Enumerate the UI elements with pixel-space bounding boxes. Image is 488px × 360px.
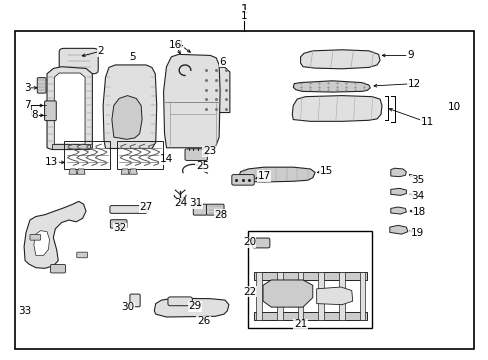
Bar: [318, 272, 324, 320]
Polygon shape: [121, 169, 129, 174]
Text: 12: 12: [407, 78, 420, 89]
Text: 32: 32: [113, 223, 126, 233]
Text: 4: 4: [177, 40, 183, 50]
Text: 13: 13: [45, 157, 59, 167]
Text: 21: 21: [293, 319, 306, 329]
Polygon shape: [292, 96, 381, 121]
FancyBboxPatch shape: [206, 204, 224, 215]
Text: 31: 31: [189, 198, 202, 208]
Text: 35: 35: [410, 175, 424, 185]
Bar: [338, 272, 344, 320]
Text: 18: 18: [411, 207, 425, 217]
Polygon shape: [389, 225, 407, 234]
Text: 5: 5: [129, 52, 135, 62]
Text: 14: 14: [160, 154, 173, 164]
FancyBboxPatch shape: [252, 238, 269, 248]
Text: 34: 34: [410, 192, 424, 202]
Bar: [297, 272, 303, 320]
FancyBboxPatch shape: [110, 206, 147, 213]
Text: 30: 30: [121, 302, 134, 312]
FancyBboxPatch shape: [184, 149, 207, 161]
Bar: [254, 272, 366, 280]
Polygon shape: [24, 201, 86, 268]
Polygon shape: [77, 169, 85, 174]
FancyBboxPatch shape: [50, 265, 65, 273]
FancyBboxPatch shape: [37, 78, 46, 93]
FancyBboxPatch shape: [130, 294, 140, 307]
Polygon shape: [69, 169, 77, 174]
Polygon shape: [238, 167, 315, 182]
Polygon shape: [293, 81, 369, 92]
Text: 9: 9: [406, 50, 413, 60]
Text: 29: 29: [188, 301, 201, 311]
Text: 19: 19: [410, 228, 424, 238]
Polygon shape: [263, 280, 312, 307]
FancyBboxPatch shape: [193, 204, 206, 215]
FancyBboxPatch shape: [44, 101, 56, 121]
Bar: [276, 272, 282, 320]
Text: 16: 16: [168, 40, 182, 50]
FancyBboxPatch shape: [110, 220, 127, 228]
Polygon shape: [390, 188, 406, 195]
Text: 7: 7: [24, 100, 31, 111]
Text: 33: 33: [19, 306, 32, 316]
Polygon shape: [202, 67, 229, 113]
FancyBboxPatch shape: [77, 252, 87, 258]
Polygon shape: [103, 65, 157, 148]
Polygon shape: [54, 73, 85, 144]
Bar: [52, 144, 90, 149]
Polygon shape: [316, 287, 352, 305]
Text: 23: 23: [203, 146, 216, 156]
Polygon shape: [390, 168, 406, 177]
Bar: [254, 312, 366, 320]
Bar: [256, 272, 262, 320]
Polygon shape: [163, 54, 220, 148]
Text: 10: 10: [447, 102, 460, 112]
FancyBboxPatch shape: [30, 234, 41, 240]
Text: 27: 27: [139, 202, 152, 212]
Text: 8: 8: [31, 111, 38, 120]
Text: 10: 10: [447, 102, 460, 112]
FancyBboxPatch shape: [167, 297, 192, 306]
Text: 2: 2: [97, 46, 104, 56]
Text: 1: 1: [240, 3, 248, 15]
Polygon shape: [112, 96, 142, 139]
Bar: [359, 272, 365, 320]
Text: 24: 24: [174, 198, 187, 208]
FancyBboxPatch shape: [231, 175, 254, 185]
Polygon shape: [47, 67, 92, 149]
Polygon shape: [129, 169, 137, 174]
Text: 26: 26: [197, 316, 210, 326]
Text: 28: 28: [214, 210, 227, 220]
Text: 25: 25: [196, 161, 209, 171]
Polygon shape: [154, 298, 228, 317]
Polygon shape: [390, 207, 406, 214]
Text: 17: 17: [257, 171, 270, 181]
Text: 15: 15: [319, 166, 332, 176]
Text: 3: 3: [24, 83, 31, 93]
Bar: [248, 231, 371, 328]
Text: 1: 1: [241, 10, 247, 21]
Text: 20: 20: [243, 237, 255, 247]
Text: 6: 6: [219, 57, 225, 67]
Polygon shape: [34, 231, 49, 255]
FancyBboxPatch shape: [59, 48, 98, 74]
Text: 11: 11: [420, 117, 433, 127]
Polygon shape: [300, 50, 379, 69]
Text: 22: 22: [242, 287, 256, 297]
